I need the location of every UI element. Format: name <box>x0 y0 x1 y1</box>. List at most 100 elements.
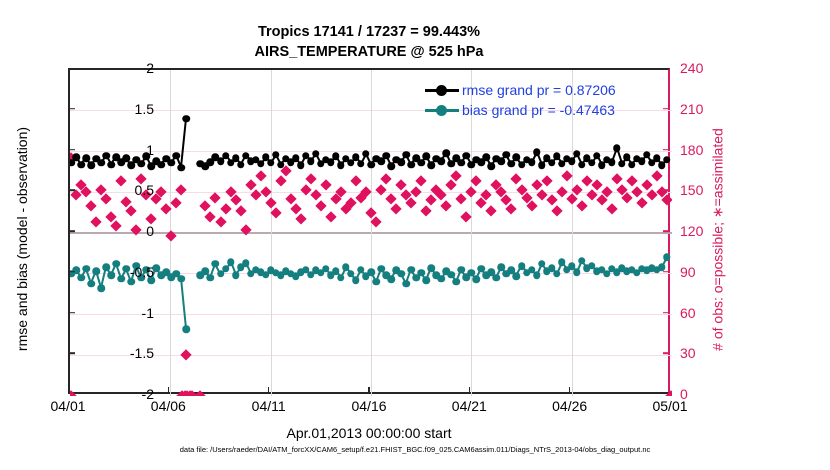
rmse-data-point <box>251 155 260 164</box>
rmse-data-point <box>552 152 561 161</box>
bias-data-point <box>477 265 486 273</box>
y-axis-left-tick-mark <box>68 352 75 355</box>
legend-item[interactable]: bias grand pr = -0.47463 <box>425 100 670 120</box>
rmse-data-point <box>332 152 340 161</box>
obs-count-marker-zero <box>70 390 77 396</box>
y-axis-left-tick-mark <box>68 311 75 314</box>
obs-count-marker <box>611 172 623 185</box>
bias-data-point <box>598 265 606 274</box>
obs-count-marker <box>410 186 422 199</box>
bias-data-point <box>442 267 450 276</box>
rmse-data-point <box>542 154 551 162</box>
rmse-data-point <box>261 153 270 161</box>
bias-data-point <box>117 274 125 283</box>
rmse-data-point <box>286 158 295 166</box>
bias-data-point <box>603 270 611 278</box>
obs-count-marker <box>315 200 327 212</box>
bias-data-point <box>312 266 320 275</box>
obs-count-marker <box>115 175 127 188</box>
rmse-data-point <box>392 155 400 164</box>
bias-data-point <box>412 274 420 282</box>
y-axis-right-label: # of obs: o=possible; ∗=assimilated <box>709 128 726 351</box>
rmse-data-point <box>582 154 591 162</box>
obs-count-marker <box>310 189 322 201</box>
y-axis-left-tick-mark <box>68 189 75 192</box>
rmse-data-point <box>347 159 355 167</box>
y-axis-left-tick-label: 1 <box>146 141 154 158</box>
bias-data-point <box>457 265 466 274</box>
legend-item[interactable]: rmse grand pr = 0.87206 <box>425 80 670 100</box>
x-axis-tick-mark <box>267 387 270 394</box>
rmse-data-point <box>472 155 481 164</box>
x-axis-tick-mark <box>368 387 370 394</box>
obs-count-marker <box>305 172 317 185</box>
bias-data-point <box>196 271 205 280</box>
rmse-data-point <box>507 159 516 168</box>
y-axis-left-tick-label: 1.5 <box>134 100 154 117</box>
obs-count-marker <box>214 216 227 228</box>
bias-data-point <box>377 265 385 273</box>
obs-count-marker <box>455 193 468 205</box>
bias-data-point <box>87 279 95 288</box>
bias-data-point <box>276 271 285 280</box>
y-axis-left-tick-mark <box>68 230 75 232</box>
obs-count-marker <box>254 170 267 182</box>
rmse-data-point <box>236 160 245 169</box>
y-axis-left-tick-label: 0.5 <box>134 182 154 199</box>
rmse-data-point <box>387 162 395 170</box>
y-axis-right-tick-label: 120 <box>680 223 704 239</box>
rmse-data-point <box>216 157 225 166</box>
bias-data-point <box>172 270 181 278</box>
bias-data-point <box>286 270 295 278</box>
legend-marker-icon <box>436 104 447 116</box>
rmse-data-point <box>587 159 596 167</box>
bias-data-point <box>167 273 176 281</box>
obs-count-marker <box>375 183 387 196</box>
bias-data-point <box>292 272 300 280</box>
data-file-caption: data file: /Users/raeder/DAI/ATM_forcXX/… <box>179 445 651 454</box>
rmse-data-point <box>407 160 415 169</box>
rmse-data-point <box>97 159 105 167</box>
bias-data-point <box>77 274 85 282</box>
y-axis-right-tick-label: 210 <box>680 100 704 117</box>
rmse-data-point <box>547 159 556 167</box>
x-axis-tick-label: 04/16 <box>351 398 387 414</box>
obs-count-marker <box>505 202 518 215</box>
rmse-data-point <box>102 151 110 160</box>
y-axis-right-tick-mark <box>663 107 670 110</box>
bias-data-point <box>332 267 340 276</box>
bias-data-point <box>567 262 576 271</box>
rmse-data-point <box>196 159 205 168</box>
rmse-data-point <box>527 158 536 166</box>
rmse-data-point <box>467 160 476 169</box>
bias-data-point <box>147 276 156 285</box>
bias-data-point <box>70 270 75 278</box>
v-gridline <box>270 70 272 396</box>
y-axis-right-tick-mark <box>663 311 670 314</box>
rmse-data-point <box>417 159 425 167</box>
y-axis-left-tick-label: 0 <box>146 223 154 239</box>
rmse-data-point <box>87 161 95 170</box>
rmse-data-point <box>452 154 461 162</box>
y-axis-right-tick-label: 90 <box>680 263 696 280</box>
bias-data-point <box>618 264 626 272</box>
rmse-data-point <box>567 157 576 166</box>
rmse-data-point <box>82 154 90 162</box>
bias-data-point <box>211 260 220 268</box>
bias-data-point <box>557 258 566 267</box>
obs-count-marker <box>420 205 432 218</box>
bias-data-point <box>427 264 435 272</box>
bias-data-point <box>261 270 270 279</box>
obs-count-marker <box>370 216 382 228</box>
bias-data-point <box>182 325 191 333</box>
y-axis-right-tick-mark <box>663 148 670 151</box>
rmse-data-point <box>658 161 666 170</box>
bias-data-point <box>527 265 536 274</box>
bias-data-point <box>643 266 651 275</box>
obs-count-marker <box>180 349 193 362</box>
rmse-data-point <box>322 155 330 164</box>
bias-data-point <box>628 265 636 274</box>
rmse-data-point <box>302 151 310 160</box>
rmse-data-point <box>663 155 671 164</box>
rmse-data-point <box>633 155 641 163</box>
